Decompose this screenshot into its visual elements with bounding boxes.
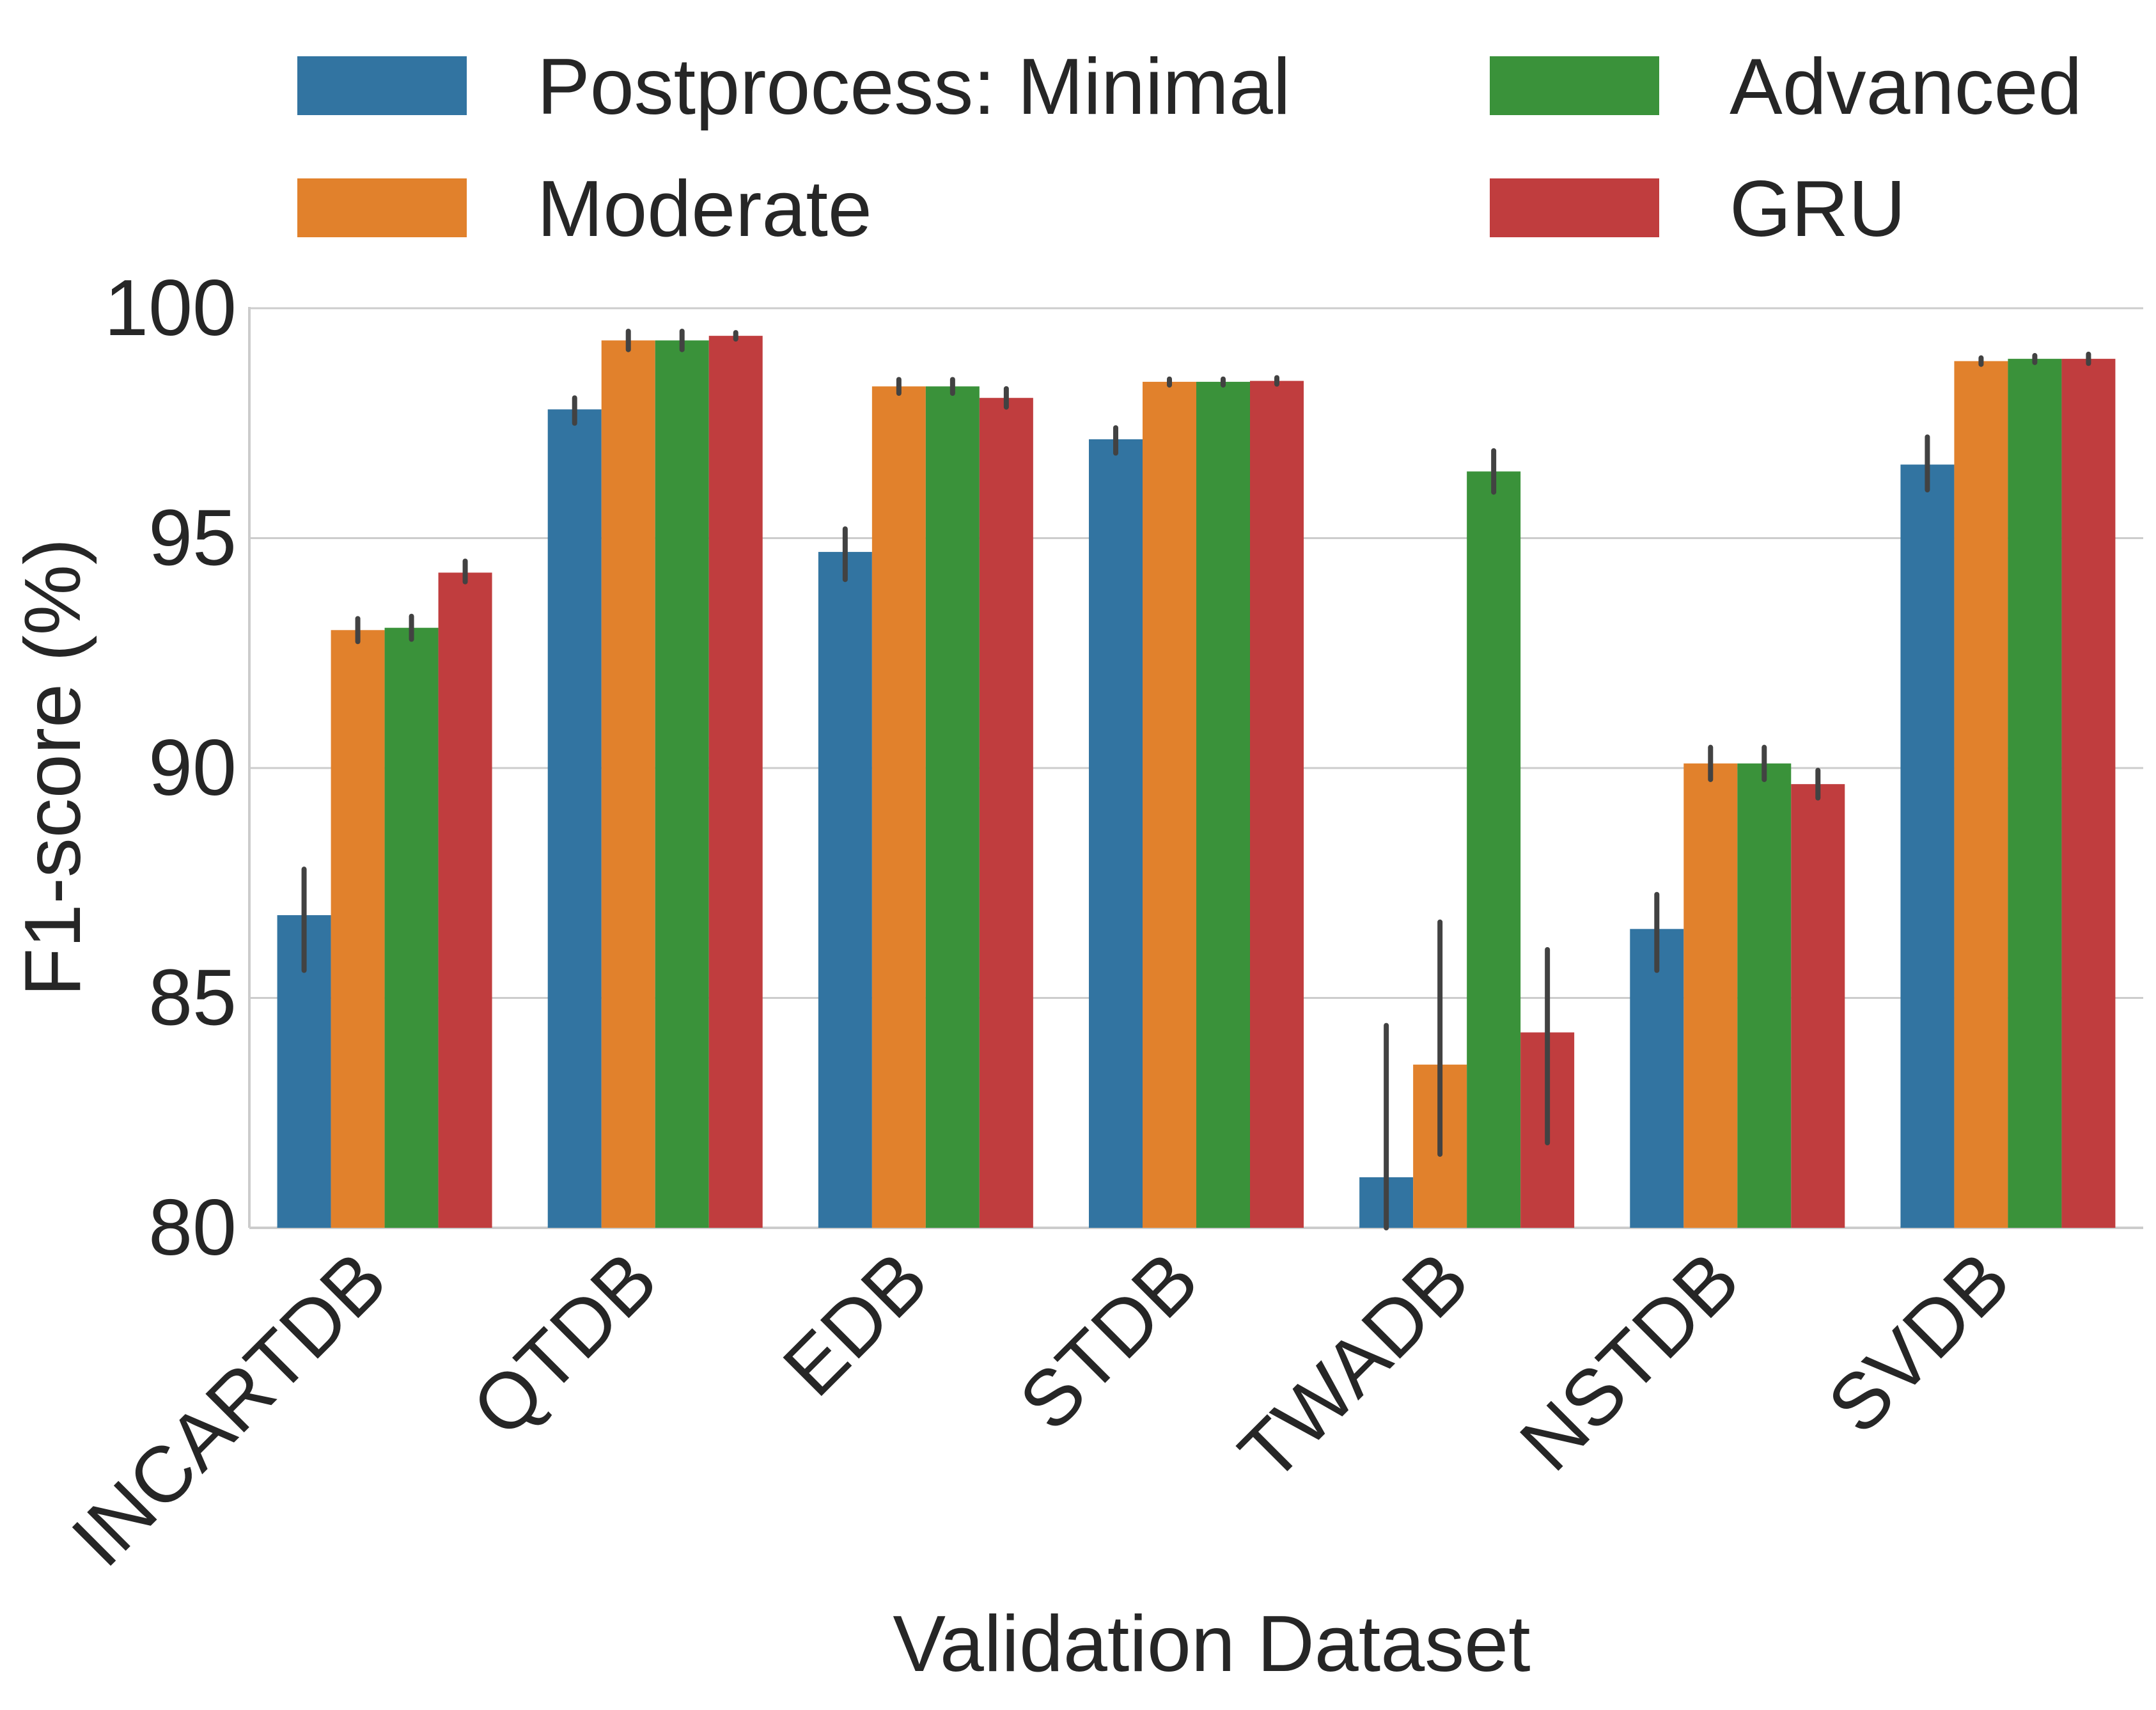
legend-label: Moderate [537, 165, 872, 253]
y-axis-label: F1-score (%) [9, 538, 97, 997]
bar-nstdb-1 [1683, 763, 1738, 1228]
bar-svdb-1 [1954, 361, 2008, 1228]
x-axis-label: Validation Dataset [893, 1600, 1530, 1688]
y-tick-label: 80 [148, 1184, 237, 1272]
bar-qtdb-2 [655, 340, 709, 1228]
bar-qtdb-1 [601, 340, 655, 1228]
bar-stdb-0 [1089, 439, 1143, 1228]
bar-svdb-3 [2061, 359, 2116, 1228]
bars [277, 336, 2116, 1228]
bar-nstdb-3 [1791, 784, 1845, 1228]
bar-stdb-3 [1250, 380, 1304, 1228]
bar-incartdb-2 [384, 627, 439, 1228]
bar-nstdb-0 [1630, 929, 1684, 1228]
bar-edb-3 [979, 398, 1033, 1228]
x-tick-label: NSTDB [1504, 1235, 1756, 1488]
legend-swatch [1490, 178, 1659, 237]
y-tick-label: 90 [148, 724, 237, 812]
legend: Postprocess: Minimal Advanced Moderate GRU [297, 43, 2082, 253]
bar-svdb-2 [2008, 359, 2062, 1228]
bar-qtdb-3 [708, 336, 763, 1228]
bar-nstdb-2 [1737, 763, 1792, 1228]
x-tick-label: EDB [767, 1235, 944, 1413]
x-tick-label: INCARTDB [55, 1235, 403, 1583]
bar-incartdb-3 [438, 572, 492, 1228]
x-tick-label: QTDB [456, 1235, 674, 1454]
legend-swatch [1490, 56, 1659, 115]
x-tick-label: STDB [1003, 1235, 1215, 1447]
error-bars [301, 328, 2091, 1230]
bar-qtdb-0 [547, 409, 602, 1228]
y-tick-label: 95 [148, 494, 237, 583]
legend-label: GRU [1730, 165, 1906, 253]
legend-swatch [297, 178, 467, 237]
x-tick-label: TWADB [1223, 1235, 1485, 1498]
bar-edb-1 [871, 386, 926, 1228]
bar-svdb-0 [1900, 464, 1955, 1228]
bar-edb-2 [925, 386, 980, 1228]
bar-twadb-2 [1467, 471, 1521, 1228]
bar-stdb-1 [1143, 382, 1196, 1228]
bar-incartdb-1 [331, 630, 385, 1228]
bar-stdb-2 [1196, 382, 1250, 1228]
x-tick-label: SVDB [1811, 1235, 2026, 1450]
y-tick-label: 85 [148, 954, 237, 1042]
legend-label: Advanced [1730, 43, 2082, 131]
legend-swatch [297, 56, 467, 115]
legend-label: Postprocess: Minimal [537, 43, 1290, 131]
bar-edb-0 [818, 552, 872, 1228]
y-tick-label: 100 [104, 264, 237, 352]
